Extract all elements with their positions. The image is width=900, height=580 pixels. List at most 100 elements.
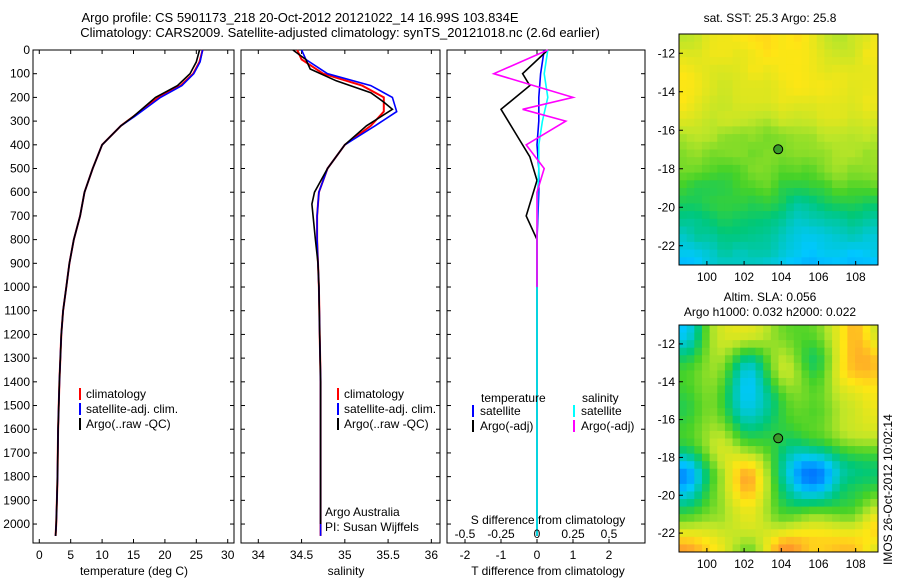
sla-map-cell <box>701 506 711 515</box>
sla-map-cell <box>694 377 703 387</box>
sla-map-cell <box>855 400 864 409</box>
sla-map-cell <box>686 476 695 485</box>
sst-map-cell <box>778 72 787 81</box>
sla-map-cell <box>778 370 787 379</box>
sla-map-cell <box>763 499 772 508</box>
sst-map-cell <box>816 126 825 135</box>
sst-map-cell <box>862 126 871 135</box>
sla-map-cell <box>724 476 734 485</box>
sst-map-cell <box>816 203 825 212</box>
depth-tick-label: 0 <box>23 43 30 57</box>
sla-map-cell <box>824 453 833 462</box>
sla-map-cell <box>801 514 810 523</box>
sla-map-cell <box>778 355 787 364</box>
sla-map-cell <box>786 325 795 334</box>
sst-map-cell <box>870 188 879 197</box>
sst-map-cell <box>717 72 726 81</box>
sla-map-cell <box>740 325 749 334</box>
sla-map-cell <box>763 362 772 371</box>
sst-map-cell <box>740 164 749 174</box>
sla-map-cell <box>717 370 726 379</box>
sst-map-cell <box>801 180 810 189</box>
sst-map-cell <box>832 72 841 81</box>
sst-map-cell <box>709 195 718 204</box>
sst-map-cell <box>701 195 711 204</box>
sst-map-cell <box>801 249 810 258</box>
sla-map-cell <box>809 370 818 379</box>
sla-map-cell <box>732 536 741 545</box>
sst-map-cell <box>732 95 741 104</box>
sla-map-cell <box>801 408 810 417</box>
sla-map-cell <box>801 529 810 538</box>
sla-map-cell <box>770 453 779 462</box>
sst-map-cell <box>862 64 871 73</box>
sst-map-cell <box>755 188 764 197</box>
diff-legend-label: Argo(-adj) <box>480 419 533 433</box>
sst-map-cell <box>694 180 703 189</box>
sla-map-cell <box>847 514 856 523</box>
legend-label: climatology <box>86 387 146 401</box>
sst-map-cell <box>717 249 726 258</box>
sst-map-cell <box>701 249 711 258</box>
sst-map-cell <box>847 80 856 89</box>
sla-map-cell <box>824 521 833 530</box>
sla-map-cell <box>709 370 718 379</box>
sla-map-cell <box>870 415 879 424</box>
sst-map-cell <box>809 118 818 127</box>
sla-map-cell <box>770 423 779 432</box>
sla-map-cell <box>801 544 810 553</box>
sst-map-cell <box>747 95 757 104</box>
sla-map-cell <box>701 476 711 485</box>
sla-map-cell <box>855 423 864 432</box>
sla-map-cell <box>709 340 718 349</box>
sst-map-cell <box>801 87 810 97</box>
sst-map-cell <box>709 257 718 266</box>
sst-map-cell <box>770 257 779 266</box>
sla-map-cell <box>778 536 787 545</box>
sst-map-cell <box>755 249 764 258</box>
sst-map-cell <box>816 49 825 58</box>
sst-map-cell <box>763 41 772 50</box>
sst-map-cell <box>801 241 810 251</box>
sst-map-cell <box>755 141 764 150</box>
sst-map-cell <box>855 188 864 197</box>
sla-map-cell <box>724 370 734 379</box>
sla-map-cell <box>732 400 741 409</box>
sla-map-cell <box>770 468 779 477</box>
sst-map-cell <box>686 241 695 251</box>
sst-map-title: sat. SST: 25.3 Argo: 25.8 <box>704 11 837 25</box>
sst-map-cell <box>732 103 741 112</box>
sla-map-cell <box>862 514 871 523</box>
diff-series-1 <box>499 49 549 536</box>
sst-map-cell <box>801 57 810 66</box>
sla-map-cell <box>786 529 795 538</box>
sst-map-cell <box>755 218 764 227</box>
sal-series-1 <box>300 49 398 536</box>
sst-map-cell <box>694 41 703 50</box>
sst-map-cell <box>679 249 688 258</box>
sst-map-cell <box>786 234 795 243</box>
sst-map-cell <box>809 211 818 220</box>
sst-map-cell <box>809 234 818 243</box>
sla-map-cell <box>816 355 825 364</box>
sla-map-cell <box>763 461 772 470</box>
sst-map-cell <box>701 211 711 220</box>
sst-map-cell <box>870 203 879 212</box>
sst-map-cell <box>778 226 787 235</box>
sla-map-cell <box>832 332 841 341</box>
sla-map-cell <box>847 483 856 492</box>
sla-map-cell <box>809 400 818 409</box>
sst-map-cell <box>862 80 871 89</box>
sla-map-cell <box>793 453 802 462</box>
sst-map-cell <box>755 41 764 50</box>
depth-tick-label: 1100 <box>4 304 30 318</box>
sla-map-cell <box>793 544 802 553</box>
sla-map-cell <box>816 453 825 462</box>
sst-map-cell <box>701 57 711 66</box>
sst-map-cell <box>793 157 802 166</box>
sst-map-cell <box>701 203 711 212</box>
sla-map-cell <box>709 521 718 530</box>
sst-map-cell <box>824 180 833 189</box>
sst-map-cell <box>793 41 802 50</box>
sla-map-cell <box>832 491 841 500</box>
